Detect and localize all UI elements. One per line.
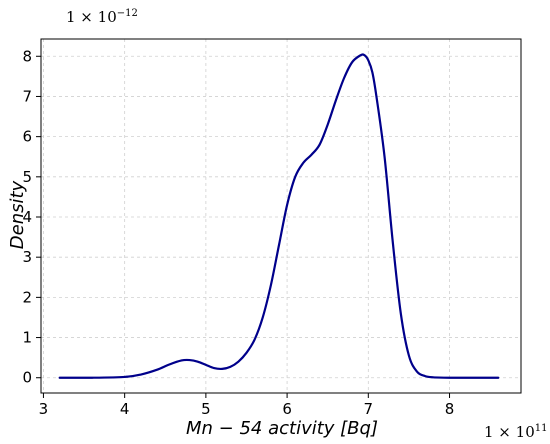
grid-lines	[41, 39, 521, 393]
y-tick-label: 2	[22, 288, 32, 306]
x-axis-multiplier: 1 × 1011	[484, 423, 547, 441]
x-tick-label: 4	[120, 400, 130, 418]
y-tick-label: 5	[22, 168, 32, 186]
x-tick-label: 6	[282, 400, 292, 418]
y-multiplier-base: 1 × 10	[66, 8, 117, 26]
y-tick-label: 3	[22, 248, 32, 266]
x-tick-label: 3	[39, 400, 49, 418]
y-tick-label: 4	[22, 208, 32, 226]
x-multiplier-exponent: 11	[535, 423, 548, 434]
y-tick-label: 7	[22, 87, 32, 105]
x-tick-label: 8	[445, 400, 455, 418]
y-axis-ticks: 0 1 2 3 4 5 6 7 8	[22, 47, 41, 387]
y-multiplier-exponent: −12	[117, 8, 138, 19]
plot-area-frame	[40, 38, 522, 394]
y-tick-label: 6	[22, 128, 32, 146]
y-tick-label: 1	[22, 329, 32, 347]
x-axis-ticks: 3 4 5 6 7 8	[39, 393, 455, 418]
x-tick-label: 5	[201, 400, 211, 418]
y-axis-multiplier: 1 × 10−12	[66, 8, 138, 26]
y-tick-label: 8	[22, 47, 32, 65]
x-multiplier-base: 1 × 10	[484, 423, 535, 441]
x-tick-label: 7	[364, 400, 374, 418]
density-curve	[58, 53, 500, 379]
y-axis-label: Density	[7, 180, 28, 249]
y-tick-label: 0	[22, 369, 32, 387]
x-axis-label: Mn − 54 activity [Bq]	[186, 418, 378, 439]
